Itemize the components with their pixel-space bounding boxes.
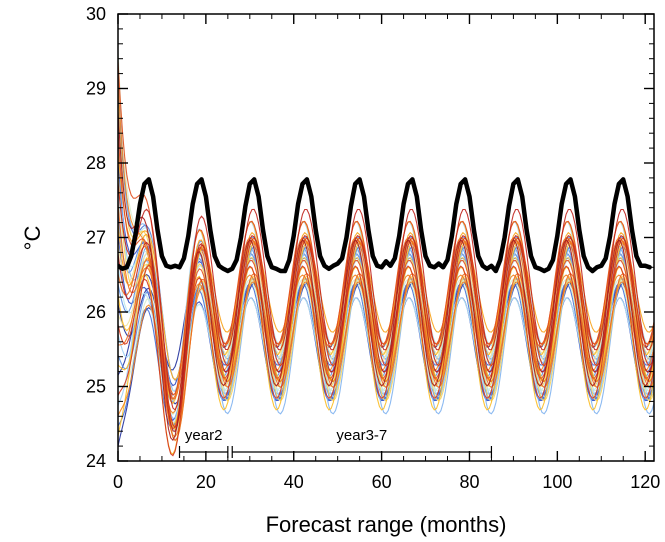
y-tick-label: 29 bbox=[86, 79, 106, 99]
annotation-label: year3-7 bbox=[336, 427, 387, 444]
ensemble-member-line bbox=[118, 263, 654, 424]
annotations: year2 year3-7 bbox=[178, 427, 493, 458]
ensemble-member-line bbox=[118, 234, 654, 433]
ensemble-member-line bbox=[118, 237, 654, 429]
y-tick-label: 26 bbox=[86, 302, 106, 322]
y-axis-title: °C bbox=[20, 226, 45, 251]
y-tick-label: 30 bbox=[86, 4, 106, 24]
y-tick-label: 28 bbox=[86, 153, 106, 173]
ensemble-member-line bbox=[118, 111, 654, 442]
ensemble-lines bbox=[118, 51, 654, 457]
ensemble-member-line bbox=[118, 182, 654, 411]
x-axis-title: Forecast range (months) bbox=[266, 512, 507, 537]
x-tick-label: 60 bbox=[372, 472, 392, 492]
x-tick-label: 40 bbox=[284, 472, 304, 492]
y-tick-label: 25 bbox=[86, 377, 106, 397]
x-tick-label: 120 bbox=[630, 472, 660, 492]
x-axis-ticks: 0 20 40 60 80 100 120 bbox=[113, 14, 660, 492]
x-tick-label: 20 bbox=[196, 472, 216, 492]
x-tick-label: 80 bbox=[459, 472, 479, 492]
y-axis-ticks: 24 25 26 27 28 29 30 bbox=[86, 4, 654, 471]
y-tick-label: 24 bbox=[86, 451, 106, 471]
observed-line bbox=[118, 177, 652, 274]
annotation-label: year2 bbox=[185, 427, 223, 444]
x-tick-label: 0 bbox=[113, 472, 123, 492]
ensemble-member-line bbox=[118, 61, 654, 396]
ensemble-member-line bbox=[118, 281, 654, 438]
y-tick-label: 27 bbox=[86, 228, 106, 248]
ensemble-member-line bbox=[118, 265, 654, 457]
observed-line-group bbox=[118, 177, 652, 274]
x-tick-label: 100 bbox=[542, 472, 572, 492]
